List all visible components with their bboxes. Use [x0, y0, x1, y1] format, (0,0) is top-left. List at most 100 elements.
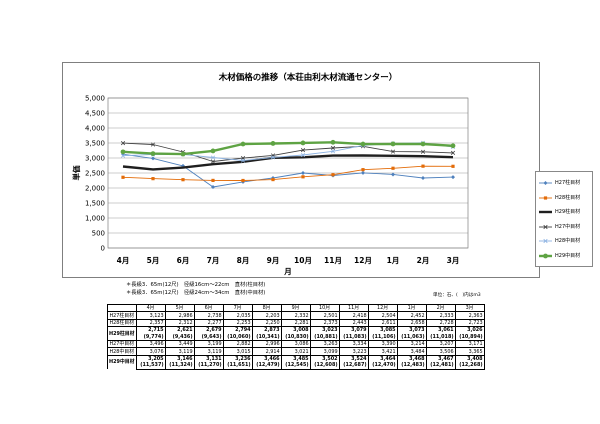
table-cell-m3: (11,537): [135, 362, 166, 370]
legend-item: H28柱目材: [538, 193, 594, 203]
y-tick-label: 5,000: [85, 95, 105, 103]
data-point: [120, 149, 126, 155]
data-point: [120, 153, 126, 158]
data-point: [180, 151, 186, 157]
table-cell: 3,021: [280, 347, 311, 356]
y-axis-label: 単価: [71, 165, 81, 180]
y-tick-label: 2,000: [85, 185, 105, 193]
x-tick-label: 12月: [354, 256, 372, 265]
header-month: 1月: [396, 303, 427, 313]
data-point: [420, 141, 426, 147]
y-tick-label: 0: [101, 245, 105, 253]
table-cell: 3,502: [309, 354, 340, 363]
data-point: [331, 173, 335, 177]
table-cell: 3,026: [454, 326, 485, 334]
table-row: H28柱目材 2,357 2,312 2,277 2,253 2,250 2,281 2,37…: [107, 318, 485, 328]
row-label: H27柱目材: [107, 311, 137, 320]
table-cell-m3: (12,483): [396, 362, 427, 370]
header-month: 12月: [367, 303, 398, 313]
table-cell: 2,882: [222, 339, 253, 349]
table-cell-m3: (9,774): [135, 333, 166, 341]
table-cell: 2,281: [280, 318, 311, 328]
table-cell: 2,312: [164, 318, 195, 328]
row-label: H28中目材: [107, 347, 137, 356]
table-cell: 2,333: [425, 311, 456, 320]
table-cell: 3,119: [164, 347, 195, 356]
table-cell: 2,277: [193, 318, 224, 328]
unit-note: 単位：石、( )内はm3: [433, 293, 481, 298]
table-row: H27中目材 3,496 3,449 3,199 2,882 2,996 3,086 3,26…: [107, 339, 485, 349]
table-cell: 3,421: [367, 347, 398, 356]
table-cell-m3: (9,436): [164, 333, 195, 341]
header-month: 8月: [251, 303, 282, 313]
table-cell-m3: (12,479): [251, 362, 282, 370]
row-label: H29中目材: [107, 354, 137, 370]
table-cell: 3,484: [396, 347, 427, 356]
legend-item: H27柱目材: [538, 178, 594, 188]
y-tick-label: 1,000: [85, 215, 105, 223]
data-point: [421, 176, 425, 181]
data-point: [151, 156, 155, 161]
table-cell: 2,873: [251, 326, 282, 334]
table-cell-m3: (12,545): [280, 362, 311, 370]
table-cell-m3: (10,341): [251, 333, 282, 341]
table-cell-m3: (11,063): [396, 333, 427, 341]
table-cell: 3,214: [396, 339, 427, 349]
table-cell: 2,914: [251, 347, 282, 356]
data-point: [391, 166, 395, 170]
table-cell: 3,171: [454, 339, 485, 349]
table-row: H29中目材 3,205 3,146 3,131 3,236 3,466 3,485 3,50…: [107, 354, 485, 370]
table-cell-m3: (11,270): [193, 362, 224, 370]
table-cell: 2,203: [251, 311, 282, 320]
table-cell: 2,452: [396, 311, 427, 320]
data-point: [120, 141, 126, 146]
legend-swatch-marker: [543, 224, 548, 229]
data-point: [270, 141, 276, 146]
y-tick-label: 500: [92, 230, 105, 238]
table-cell: 3,015: [222, 347, 253, 356]
header-month: 10月: [309, 303, 340, 313]
data-point: [271, 177, 275, 182]
data-point: [450, 143, 456, 149]
data-point: [360, 141, 366, 147]
line-chart: 木材価格の推移（本荘由利木材流通センター） 0 500 1,000 1,500 2,000…: [71, 72, 469, 276]
table-header-row: 4月 5月 6月 7月 8月 9月 10月 11月 12月 1月 2月 3月: [107, 303, 485, 313]
table-cell: 2,621: [164, 326, 195, 334]
table-cell-m3: (11,083): [338, 333, 369, 341]
data-point: [361, 168, 365, 172]
table-cell: 3,334: [338, 339, 369, 349]
chart-area: 木材価格の推移（本荘由利木材流通センター） 0 500 1,000 1,500 2,000…: [62, 62, 593, 278]
legend-label: H29中目材: [555, 252, 581, 259]
table-cell: 2,501: [309, 311, 340, 320]
data-point: [301, 175, 305, 179]
table-cell: 2,035: [222, 311, 253, 320]
table-cell-m3: (12,481): [425, 362, 456, 370]
data-point: [330, 145, 336, 151]
data-point: [211, 178, 215, 183]
legend-label: H28中目材: [555, 238, 581, 244]
table-cell-m3: (10,881): [309, 333, 340, 341]
data-point: [240, 158, 246, 163]
row-label: H29柱目材: [107, 326, 137, 341]
header-month: 3月: [454, 303, 485, 313]
data-point: [121, 175, 125, 179]
table-subrow: (11,537) (11,324) (11,270) (11,651) (12,479)…: [108, 362, 485, 370]
table-cell: 3,449: [164, 339, 195, 349]
x-tick-label: 2月: [417, 256, 430, 265]
x-tick-label: 3月: [447, 256, 460, 265]
y-tick-label: 2,500: [85, 170, 105, 178]
legend-label: H28柱目材: [555, 194, 581, 201]
table-cell: 3,076: [135, 347, 166, 356]
price-table: 4月 5月 6月 7月 8月 9月 10月 11月 12月 1月 2月 3月 H27柱目材 3,123 2,…: [107, 303, 485, 370]
legend-swatch-marker: [543, 238, 548, 244]
data-point: [150, 151, 156, 157]
table-cell-m3: (10,894): [454, 333, 485, 341]
table-cell-m3: (12,268): [454, 362, 485, 370]
data-point: [361, 170, 365, 175]
note-pillar: ＊長級3．65m(12尺) 径級16cm～22cm 直材(柱目材): [126, 282, 266, 288]
x-tick-label: 7月: [207, 256, 220, 265]
data-point: [270, 155, 276, 160]
data-point: [210, 148, 216, 154]
table-cell: 2,715: [135, 326, 166, 334]
table-row: H27柱目材 3,123 2,986 2,738 2,035 2,203 2,332 2,50…: [107, 311, 485, 320]
